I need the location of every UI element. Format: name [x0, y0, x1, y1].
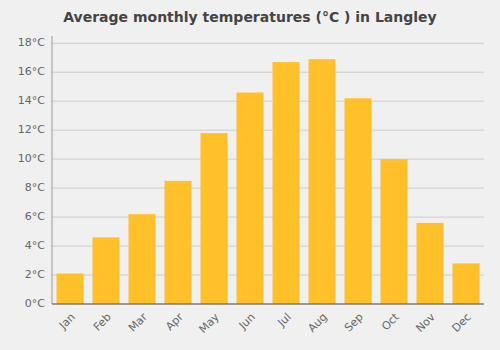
- y-tick-label: 4°C: [25, 239, 45, 252]
- bar: [201, 133, 228, 304]
- y-tick-label: 18°C: [18, 36, 45, 49]
- background: [0, 0, 500, 350]
- x-tick-label: Dec: [450, 311, 474, 335]
- bar: [93, 237, 120, 304]
- bar: [57, 274, 84, 304]
- y-tick-label: 14°C: [18, 94, 45, 107]
- y-tick-label: 12°C: [18, 123, 45, 136]
- grid-line: [52, 304, 484, 305]
- x-tick-label: Apr: [163, 310, 186, 333]
- grid-line: [52, 43, 484, 44]
- y-tick-label: 10°C: [18, 152, 45, 165]
- bar: [417, 223, 444, 304]
- y-tick-label: 6°C: [25, 210, 45, 223]
- chart-svg: 0°C 2°C 4°C 6°C 8°C 10°C 12°C 14°C 16°C 18°C Jan Fe…: [0, 0, 500, 350]
- x-tick-label: Feb: [91, 311, 114, 334]
- chart-container: 0°C 2°C 4°C 6°C 8°C 10°C 12°C 14°C 16°C 18°C Jan Fe…: [0, 0, 500, 350]
- bar: [237, 92, 264, 304]
- bar: [165, 181, 192, 304]
- grid-line: [52, 217, 484, 218]
- y-tick-label: 16°C: [18, 65, 45, 78]
- chart-title: Average monthly temperatures (°C ) in La…: [63, 9, 436, 25]
- x-tick-label: Oct: [379, 310, 402, 333]
- bars: [57, 59, 480, 304]
- bar: [381, 159, 408, 304]
- bar: [129, 214, 156, 304]
- bar: [273, 62, 300, 304]
- y-axis-line: [52, 36, 53, 304]
- x-tick-label: Mar: [126, 310, 150, 334]
- x-tick-label: Jun: [236, 311, 258, 333]
- bar: [453, 263, 480, 304]
- y-tick-label: 8°C: [25, 181, 45, 194]
- x-tick-label: Jul: [274, 311, 293, 330]
- x-tick-label: Nov: [413, 310, 438, 335]
- x-tick-label: Sep: [342, 311, 366, 335]
- grid-line: [52, 72, 484, 73]
- bar: [345, 98, 372, 304]
- grid-line: [52, 130, 484, 131]
- x-tick-label: Aug: [305, 311, 329, 335]
- bar: [309, 59, 336, 304]
- grid-line: [52, 188, 484, 189]
- y-tick-label: 0°C: [25, 297, 45, 310]
- x-tick-label: May: [196, 310, 222, 336]
- grid-line: [52, 101, 484, 102]
- x-axis-line: [52, 304, 484, 305]
- x-tick-label: Jan: [56, 311, 78, 333]
- y-tick-label: 2°C: [25, 268, 45, 281]
- grid: [52, 43, 484, 304]
- grid-line: [52, 159, 484, 160]
